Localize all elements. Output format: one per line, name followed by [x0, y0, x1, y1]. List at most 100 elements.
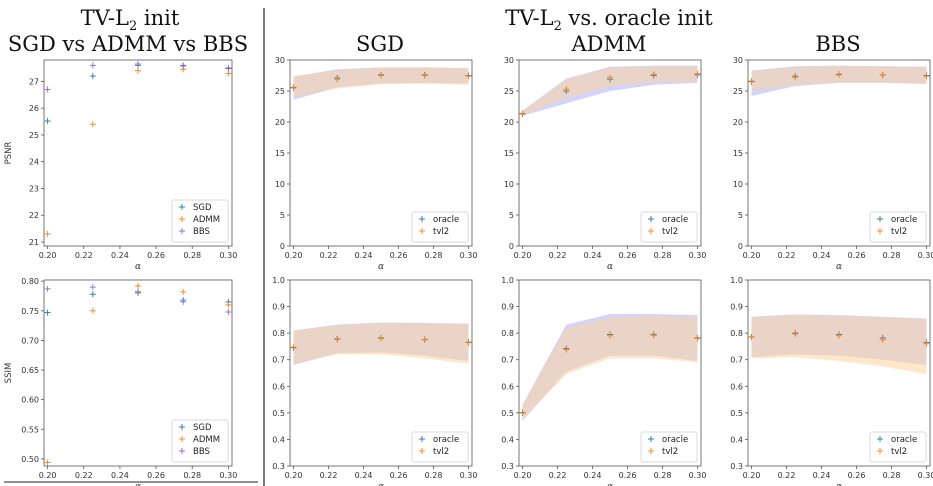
- x-tick-label: 0.20: [514, 471, 532, 480]
- point-tvl2: [879, 336, 886, 343]
- point-ADMM: [44, 230, 51, 237]
- x-tick-label: 0.24: [111, 251, 129, 260]
- legend-box: [411, 431, 469, 463]
- point-tvl2: [563, 346, 570, 353]
- column-title-admm: ADMM: [570, 32, 646, 56]
- legend-label-tvl2: tvl2: [433, 227, 449, 237]
- legend-box: [640, 211, 698, 243]
- legend-marker-ADMM: [179, 216, 185, 222]
- x-tick-label: 0.30: [689, 251, 707, 260]
- x-tick-label: 0.30: [219, 471, 237, 480]
- x-tick-label: 0.28: [654, 471, 672, 480]
- legend-marker-oracle: [648, 436, 654, 442]
- point-tvl2: [334, 336, 341, 343]
- x-tick-label: 0.26: [147, 471, 165, 480]
- left-heading-line2: SGD vs ADMM vs BBS: [8, 32, 248, 56]
- x-tick-label: 0.26: [848, 251, 866, 260]
- legend-marker-BBS: [179, 228, 185, 234]
- chart-bbs-ssim: 0.20 0.22 0.24 0.26 0.28 0.30 0.3 0.4 0.5 0.6 0.7 0…: [730, 276, 933, 486]
- legend-label-SGD: SGD: [193, 203, 212, 213]
- point-tvl2: [748, 78, 755, 85]
- legend-marker-oracle: [877, 436, 883, 442]
- x-tick-label: 0.28: [425, 251, 443, 260]
- y-tick-label: 0.7: [272, 356, 285, 365]
- legend-box: [171, 419, 229, 463]
- y-tick-label: 5: [280, 211, 285, 220]
- point-tvl2: [334, 76, 341, 83]
- x-tick-label: 0.22: [320, 251, 338, 260]
- y-tick-label: 30: [275, 56, 285, 65]
- y-tick-label: 5: [509, 211, 514, 220]
- x-tick-label: 0.30: [219, 251, 237, 260]
- legend: oracle tvl2: [640, 211, 698, 243]
- x-tick-label: 0.24: [813, 471, 831, 480]
- x-tick-label: 0.28: [425, 471, 443, 480]
- legend-label-oracle: oracle: [891, 435, 917, 445]
- point-ADMM: [44, 459, 51, 466]
- y-tick-label: 0.9: [272, 303, 285, 312]
- legend-marker-BBS: [179, 448, 185, 454]
- legend-marker-tvl2: [648, 228, 654, 234]
- legend-marker-tvl2: [877, 228, 883, 234]
- column-title-sgd: SGD: [356, 32, 404, 56]
- y-tick-label: 23: [29, 184, 39, 193]
- y-tick-label: 0: [280, 242, 285, 251]
- y-tick-label: 0.7: [730, 356, 743, 365]
- legend-box: [171, 199, 229, 243]
- x-axis-label: α: [607, 482, 613, 486]
- point-ADMM: [89, 307, 96, 314]
- legend-marker-ADMM: [179, 436, 185, 442]
- point-ADMM: [135, 67, 141, 74]
- y-tick-label: 0.3: [501, 462, 514, 471]
- x-tick-label: 0.26: [619, 471, 637, 480]
- y-tick-label: 0.4: [272, 435, 285, 444]
- x-tick-label: 0.20: [39, 471, 57, 480]
- legend-marker-oracle: [648, 216, 654, 222]
- y-tick-label: 0.5: [272, 409, 285, 418]
- legend-label-BBS: BBS: [193, 447, 210, 457]
- x-tick-label: 0.26: [390, 471, 408, 480]
- chart-admm-psnr: 0.20 0.22 0.24 0.26 0.28 0.30 0 5 10 15 20 25 30 α ora…: [504, 56, 707, 272]
- point-tvl2: [519, 110, 526, 117]
- y-tick-label: 5: [738, 211, 743, 220]
- point-tvl2: [290, 344, 297, 351]
- y-tick-label: 0.4: [501, 435, 514, 444]
- point-BBS: [89, 284, 96, 291]
- x-tick-label: 0.22: [778, 471, 796, 480]
- point-SGD: [89, 291, 96, 298]
- x-axis-label: α: [135, 482, 141, 486]
- legend-label-ADMM: ADMM: [193, 215, 220, 225]
- y-tick-label: 25: [504, 87, 514, 96]
- y-tick-label: 0.75: [21, 307, 39, 316]
- band-tvl2: [293, 323, 469, 364]
- legend-marker-oracle: [419, 436, 425, 442]
- legend-box: [411, 211, 469, 243]
- x-tick-label: 0.20: [743, 471, 761, 480]
- legend: oracle tvl2: [869, 211, 927, 243]
- x-tick-label: 0.30: [689, 471, 707, 480]
- legend-label-oracle: oracle: [662, 215, 688, 225]
- right-heading-line1: TV-L2 vs. oracle init: [505, 6, 713, 34]
- band-tvl2: [522, 315, 698, 420]
- point-SGD: [89, 73, 96, 80]
- y-tick-label: 15: [275, 149, 285, 158]
- point-tvl2: [378, 335, 384, 342]
- chart-sgd-ssim: 0.20 0.22 0.24 0.26 0.28 0.30 0.3 0.4 0.5 0.6 0.7 0…: [272, 276, 477, 486]
- point-tvl2: [650, 332, 657, 339]
- legend-label-oracle: oracle: [433, 215, 459, 225]
- y-tick-label: 0.4: [730, 435, 743, 444]
- y-tick-label: 0.6: [501, 382, 514, 391]
- point-BBS: [135, 290, 141, 297]
- x-tick-label: 0.26: [848, 471, 866, 480]
- x-tick-label: 0.28: [654, 251, 672, 260]
- point-tvl2: [792, 74, 799, 81]
- legend: SGD ADMM BBS: [171, 419, 229, 463]
- y-tick-label: 30: [504, 56, 514, 65]
- y-tick-label: 25: [275, 87, 285, 96]
- x-tick-label: 0.20: [285, 251, 303, 260]
- x-tick-label: 0.22: [549, 251, 567, 260]
- point-tvl2: [421, 336, 428, 343]
- y-tick-label: 0.8: [501, 329, 514, 338]
- legend-box: [869, 211, 927, 243]
- legend-marker-SGD: [179, 204, 185, 210]
